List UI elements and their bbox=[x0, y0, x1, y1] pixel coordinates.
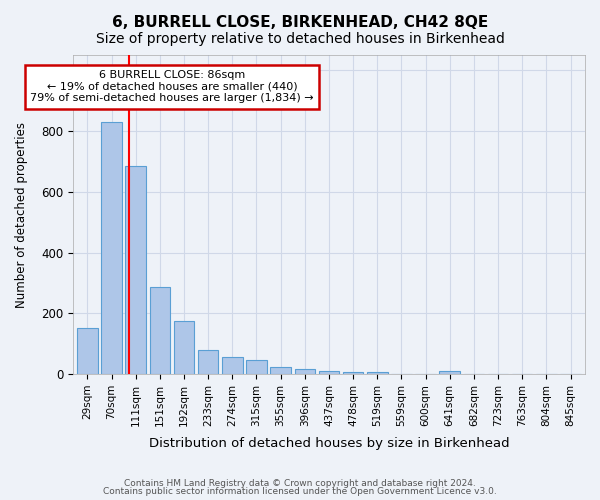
Y-axis label: Number of detached properties: Number of detached properties bbox=[15, 122, 28, 308]
Bar bbox=[295, 370, 315, 374]
Bar bbox=[222, 358, 242, 374]
Bar bbox=[367, 372, 388, 374]
Bar bbox=[246, 360, 267, 374]
Bar bbox=[439, 371, 460, 374]
Text: Size of property relative to detached houses in Birkenhead: Size of property relative to detached ho… bbox=[95, 32, 505, 46]
Bar bbox=[77, 328, 98, 374]
Bar bbox=[125, 166, 146, 374]
Text: 6 BURRELL CLOSE: 86sqm
← 19% of detached houses are smaller (440)
79% of semi-de: 6 BURRELL CLOSE: 86sqm ← 19% of detached… bbox=[30, 70, 314, 103]
Bar bbox=[198, 350, 218, 374]
Text: Contains public sector information licensed under the Open Government Licence v3: Contains public sector information licen… bbox=[103, 487, 497, 496]
X-axis label: Distribution of detached houses by size in Birkenhead: Distribution of detached houses by size … bbox=[149, 437, 509, 450]
Bar bbox=[149, 288, 170, 374]
Bar bbox=[271, 368, 291, 374]
Bar bbox=[101, 122, 122, 374]
Bar bbox=[319, 371, 339, 374]
Text: 6, BURRELL CLOSE, BIRKENHEAD, CH42 8QE: 6, BURRELL CLOSE, BIRKENHEAD, CH42 8QE bbox=[112, 15, 488, 30]
Bar bbox=[174, 321, 194, 374]
Text: Contains HM Land Registry data © Crown copyright and database right 2024.: Contains HM Land Registry data © Crown c… bbox=[124, 478, 476, 488]
Bar bbox=[343, 372, 364, 374]
